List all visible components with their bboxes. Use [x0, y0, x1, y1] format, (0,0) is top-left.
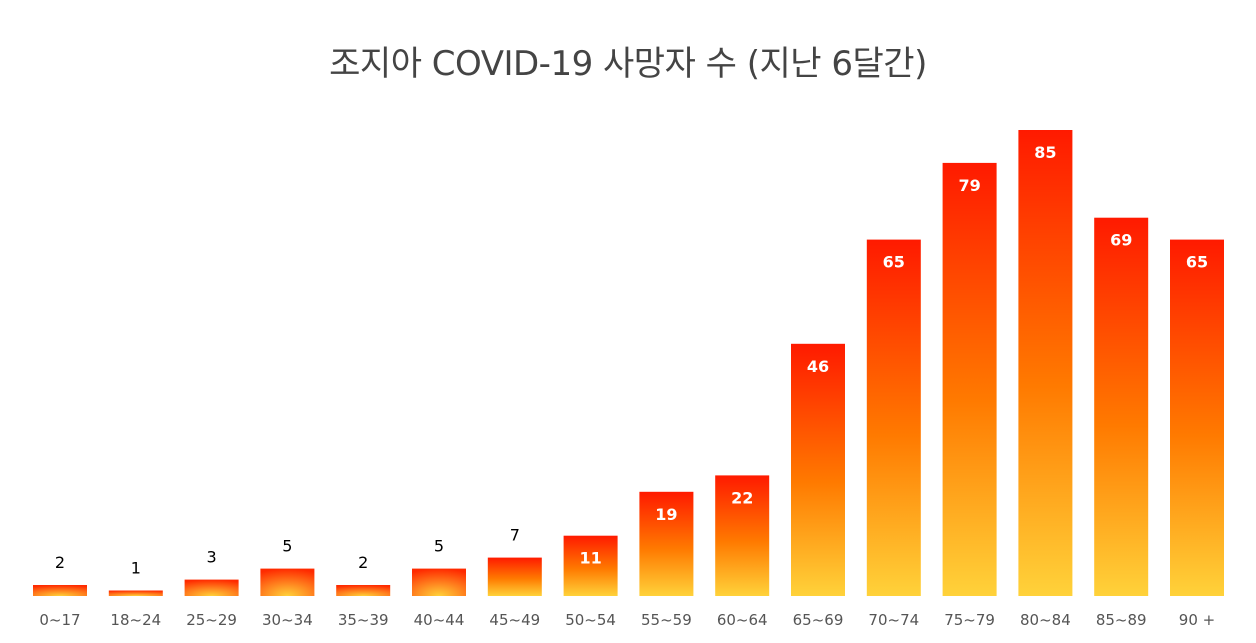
value-label: 46 [807, 357, 829, 376]
value-label: 7 [510, 526, 520, 545]
x-tick-label: 35~39 [338, 611, 389, 629]
bar-30-34 [260, 568, 315, 596]
value-label: 79 [958, 176, 980, 195]
x-tick-label: 70~74 [868, 611, 919, 629]
x-tick-label: 45~49 [489, 611, 540, 629]
value-label: 22 [731, 488, 753, 507]
x-tick-label: 25~29 [186, 611, 237, 629]
x-tick-label: 30~34 [262, 611, 313, 629]
x-tick-label: 18~24 [110, 611, 161, 629]
value-label: 11 [579, 549, 601, 568]
bar-0-17 [33, 585, 87, 596]
x-tick-label: 50~54 [565, 611, 616, 629]
x-tick-label: 80~84 [1020, 611, 1071, 629]
value-label: 2 [358, 553, 368, 572]
x-tick-label: 0~17 [39, 611, 80, 629]
x-tick-label: 55~59 [641, 611, 692, 629]
value-label: 65 [883, 253, 905, 272]
bar-65-69 [791, 343, 845, 596]
value-label: 3 [207, 548, 217, 567]
x-tick-label: 65~69 [793, 611, 844, 629]
value-label: 85 [1034, 143, 1056, 162]
bar-90- [1170, 239, 1224, 596]
value-label: 69 [1110, 231, 1132, 250]
bar-75-79 [942, 162, 997, 596]
bar-70-74 [866, 239, 921, 596]
x-tick-label: 60~64 [717, 611, 768, 629]
bar-25-29 [184, 579, 239, 596]
x-tick-label: 40~44 [414, 611, 465, 629]
value-label: 5 [434, 537, 444, 556]
value-label: 2 [55, 553, 65, 572]
x-tick-label: 85~89 [1096, 611, 1147, 629]
bars-layer [33, 130, 1224, 596]
value-label: 5 [282, 537, 292, 556]
chart-title: 조지아 COVID-19 사망자 수 (지난 6달간) [329, 44, 927, 84]
bar-60-64 [715, 475, 770, 596]
value-label: 19 [655, 505, 677, 524]
x-tick-label: 75~79 [944, 611, 995, 629]
x-tick-label: 90 + [1179, 611, 1215, 629]
bar-45-49 [487, 557, 542, 596]
x-axis-ticks: 0~17 18~24 25~29 30~34 35~39 40~44 45~49 50~54 5… [39, 611, 1215, 629]
bar-80-84 [1018, 130, 1073, 596]
bar-55-59 [639, 491, 694, 596]
bar-85-89 [1094, 217, 1149, 596]
bar-40-44 [412, 568, 466, 596]
bar-18-24 [108, 590, 163, 596]
value-labels-layer: 2 1 3 5 2 5 7 11 19 22 46 65 79 85 69 65 [55, 143, 1208, 578]
value-label: 1 [131, 559, 141, 578]
bar-35-39 [336, 585, 391, 596]
value-label: 65 [1186, 253, 1208, 272]
bar-50-54 [563, 535, 618, 596]
